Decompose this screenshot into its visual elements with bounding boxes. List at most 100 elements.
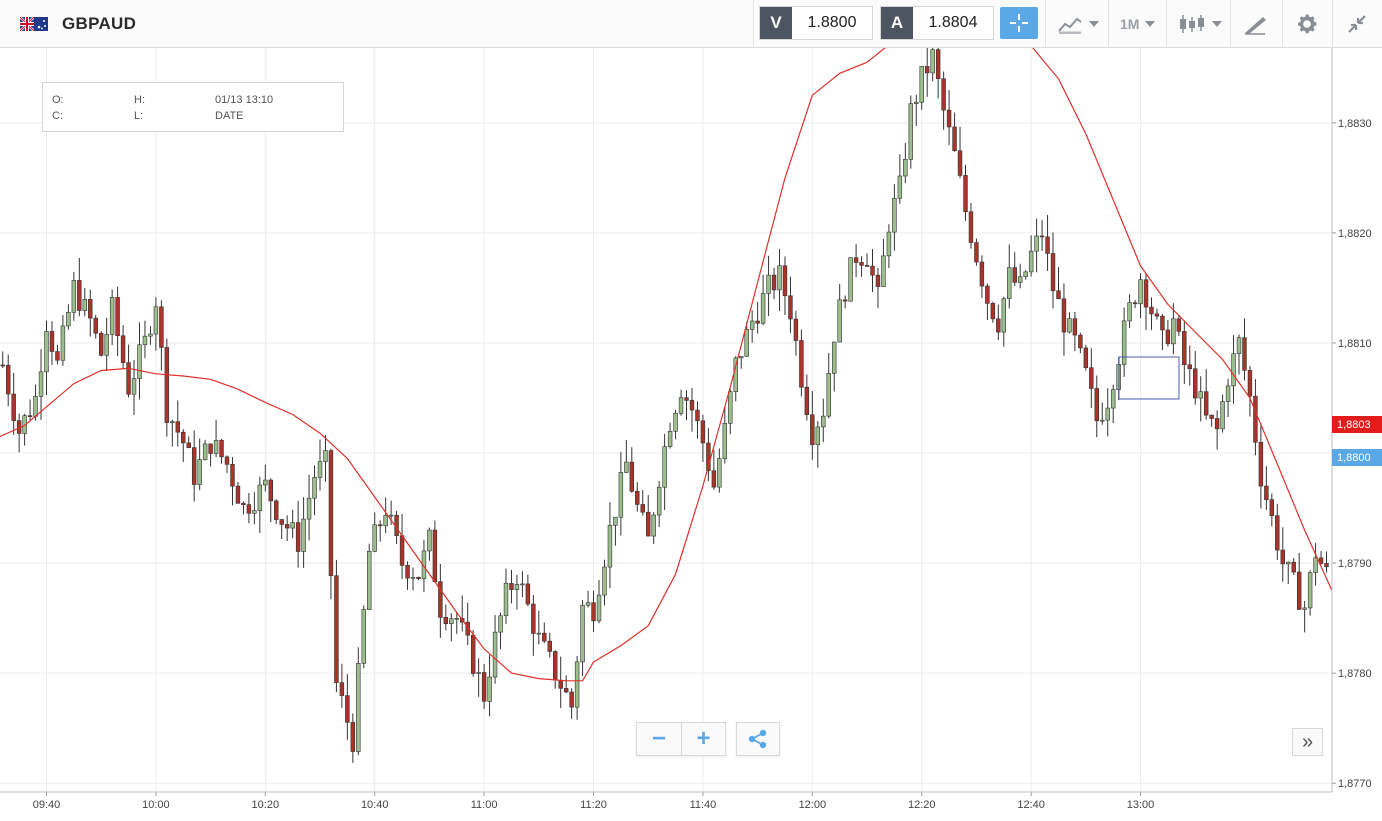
bull-candle	[739, 355, 744, 359]
bull-candle	[673, 412, 678, 432]
bull-candle	[449, 618, 454, 625]
bull-candle	[476, 672, 481, 674]
bear-candle	[1089, 367, 1094, 389]
bull-candle	[1198, 391, 1203, 399]
toolbar-divider	[1045, 0, 1046, 48]
bull-candle	[487, 676, 492, 702]
bear-candle	[191, 447, 197, 485]
current-price-tag-red: 1,8803	[1332, 416, 1382, 433]
bull-candle	[1110, 389, 1116, 409]
bear-candle	[924, 66, 930, 74]
bear-candle	[284, 524, 290, 529]
bull-candle	[624, 461, 629, 473]
bear-candle	[208, 443, 213, 454]
bull-candle	[651, 514, 656, 537]
candlestick-chart[interactable]: 1,8770 1,8780 1,8790 1,8800 1,8810 1,8820 1,88…	[0, 48, 1382, 821]
bull-candle	[263, 479, 268, 486]
bear-candle	[635, 490, 640, 505]
drawing-tools-button[interactable]	[1243, 8, 1267, 40]
collapse-button[interactable]	[1345, 8, 1369, 40]
bear-candle	[1324, 563, 1329, 568]
bear-candle	[443, 617, 449, 625]
bear-candle	[481, 672, 487, 702]
bear-candle	[55, 351, 60, 361]
bear-candle	[120, 335, 126, 363]
bull-candle	[930, 49, 935, 74]
zoom-controls: − +	[636, 722, 726, 756]
bear-candle	[241, 503, 246, 505]
bull-candle	[306, 497, 312, 520]
bear-candle	[525, 583, 531, 605]
bull-candle	[410, 576, 416, 579]
bear-candle	[771, 274, 777, 291]
bull-candle	[728, 391, 733, 424]
timeframe-dropdown[interactable]: 1M	[1120, 8, 1156, 40]
share-icon	[748, 729, 767, 749]
bull-candle	[656, 486, 662, 516]
indicators-icon	[1058, 17, 1082, 34]
bull-candle	[38, 371, 44, 397]
bull-candle	[66, 312, 71, 327]
y-tick-label: 1,8780	[1338, 668, 1372, 680]
zoom-in-button[interactable]: +	[681, 723, 725, 755]
crosshair-button[interactable]	[1000, 7, 1038, 39]
bull-candle	[766, 274, 771, 294]
bear-candle	[1160, 315, 1165, 331]
bull-candle	[427, 529, 432, 552]
bear-candle	[49, 331, 55, 352]
bull-candle	[618, 472, 624, 518]
bear-candle	[405, 565, 410, 579]
bull-candle	[383, 515, 388, 527]
bear-candle	[268, 479, 273, 502]
buy-quote-button[interactable]: A 1.8804	[880, 6, 994, 40]
x-tick-label: 11:00	[471, 799, 498, 811]
chart-area[interactable]: 1,8770 1,8780 1,8790 1,8800 1,8810 1,8820 1,88…	[0, 48, 1382, 821]
indicators-button[interactable]	[1057, 8, 1099, 40]
bear-candle	[1258, 441, 1264, 487]
bear-candle	[1214, 418, 1220, 430]
bull-candle	[919, 66, 924, 103]
bear-candle	[547, 640, 552, 652]
bear-candle	[5, 364, 11, 395]
bull-candle	[492, 631, 498, 678]
y-tick-label: 1,8790	[1338, 558, 1372, 570]
bear-candle	[230, 464, 235, 487]
bear-candle	[974, 242, 979, 263]
bull-candle	[585, 602, 591, 606]
close-label: C:	[52, 110, 63, 122]
share-button[interactable]	[736, 722, 780, 756]
bear-candle	[1242, 337, 1247, 371]
bear-candle	[1269, 499, 1275, 516]
x-tick-label: 12:40	[1017, 799, 1045, 811]
bull-candle	[744, 329, 749, 357]
bear-candle	[186, 442, 191, 448]
bear-candle	[569, 691, 574, 708]
x-tick-label: 09:40	[33, 799, 61, 811]
bear-candle	[339, 682, 345, 696]
buy-tag: A	[881, 7, 913, 39]
zoom-out-button[interactable]: −	[651, 725, 666, 752]
y-tick-label: 1,8810	[1338, 338, 1372, 350]
bear-candle	[695, 409, 700, 422]
chevron-down-icon	[1212, 21, 1222, 27]
toolbar-divider	[753, 0, 754, 48]
chart-type-button[interactable]	[1178, 8, 1222, 40]
bull-candle	[290, 522, 295, 529]
bear-candle	[279, 519, 284, 525]
bear-candle	[864, 265, 870, 267]
scroll-to-latest-button[interactable]: »	[1292, 728, 1323, 756]
bull-candle	[722, 422, 728, 459]
bull-candle	[678, 397, 684, 414]
buy-price: 1.8804	[928, 14, 978, 31]
bear-candle	[1253, 395, 1258, 443]
gb-au-flag-icon	[20, 17, 48, 31]
bear-candle	[1061, 298, 1067, 333]
settings-button[interactable]	[1295, 8, 1319, 40]
bull-candle	[137, 344, 142, 379]
crosshair-icon	[1010, 14, 1028, 32]
bull-candle	[886, 231, 892, 257]
symbol-name: GBPAUD	[62, 14, 137, 33]
sell-quote-button[interactable]: V 1.8800	[759, 6, 873, 40]
open-label: O:	[52, 94, 64, 106]
bull-candle	[131, 378, 137, 395]
